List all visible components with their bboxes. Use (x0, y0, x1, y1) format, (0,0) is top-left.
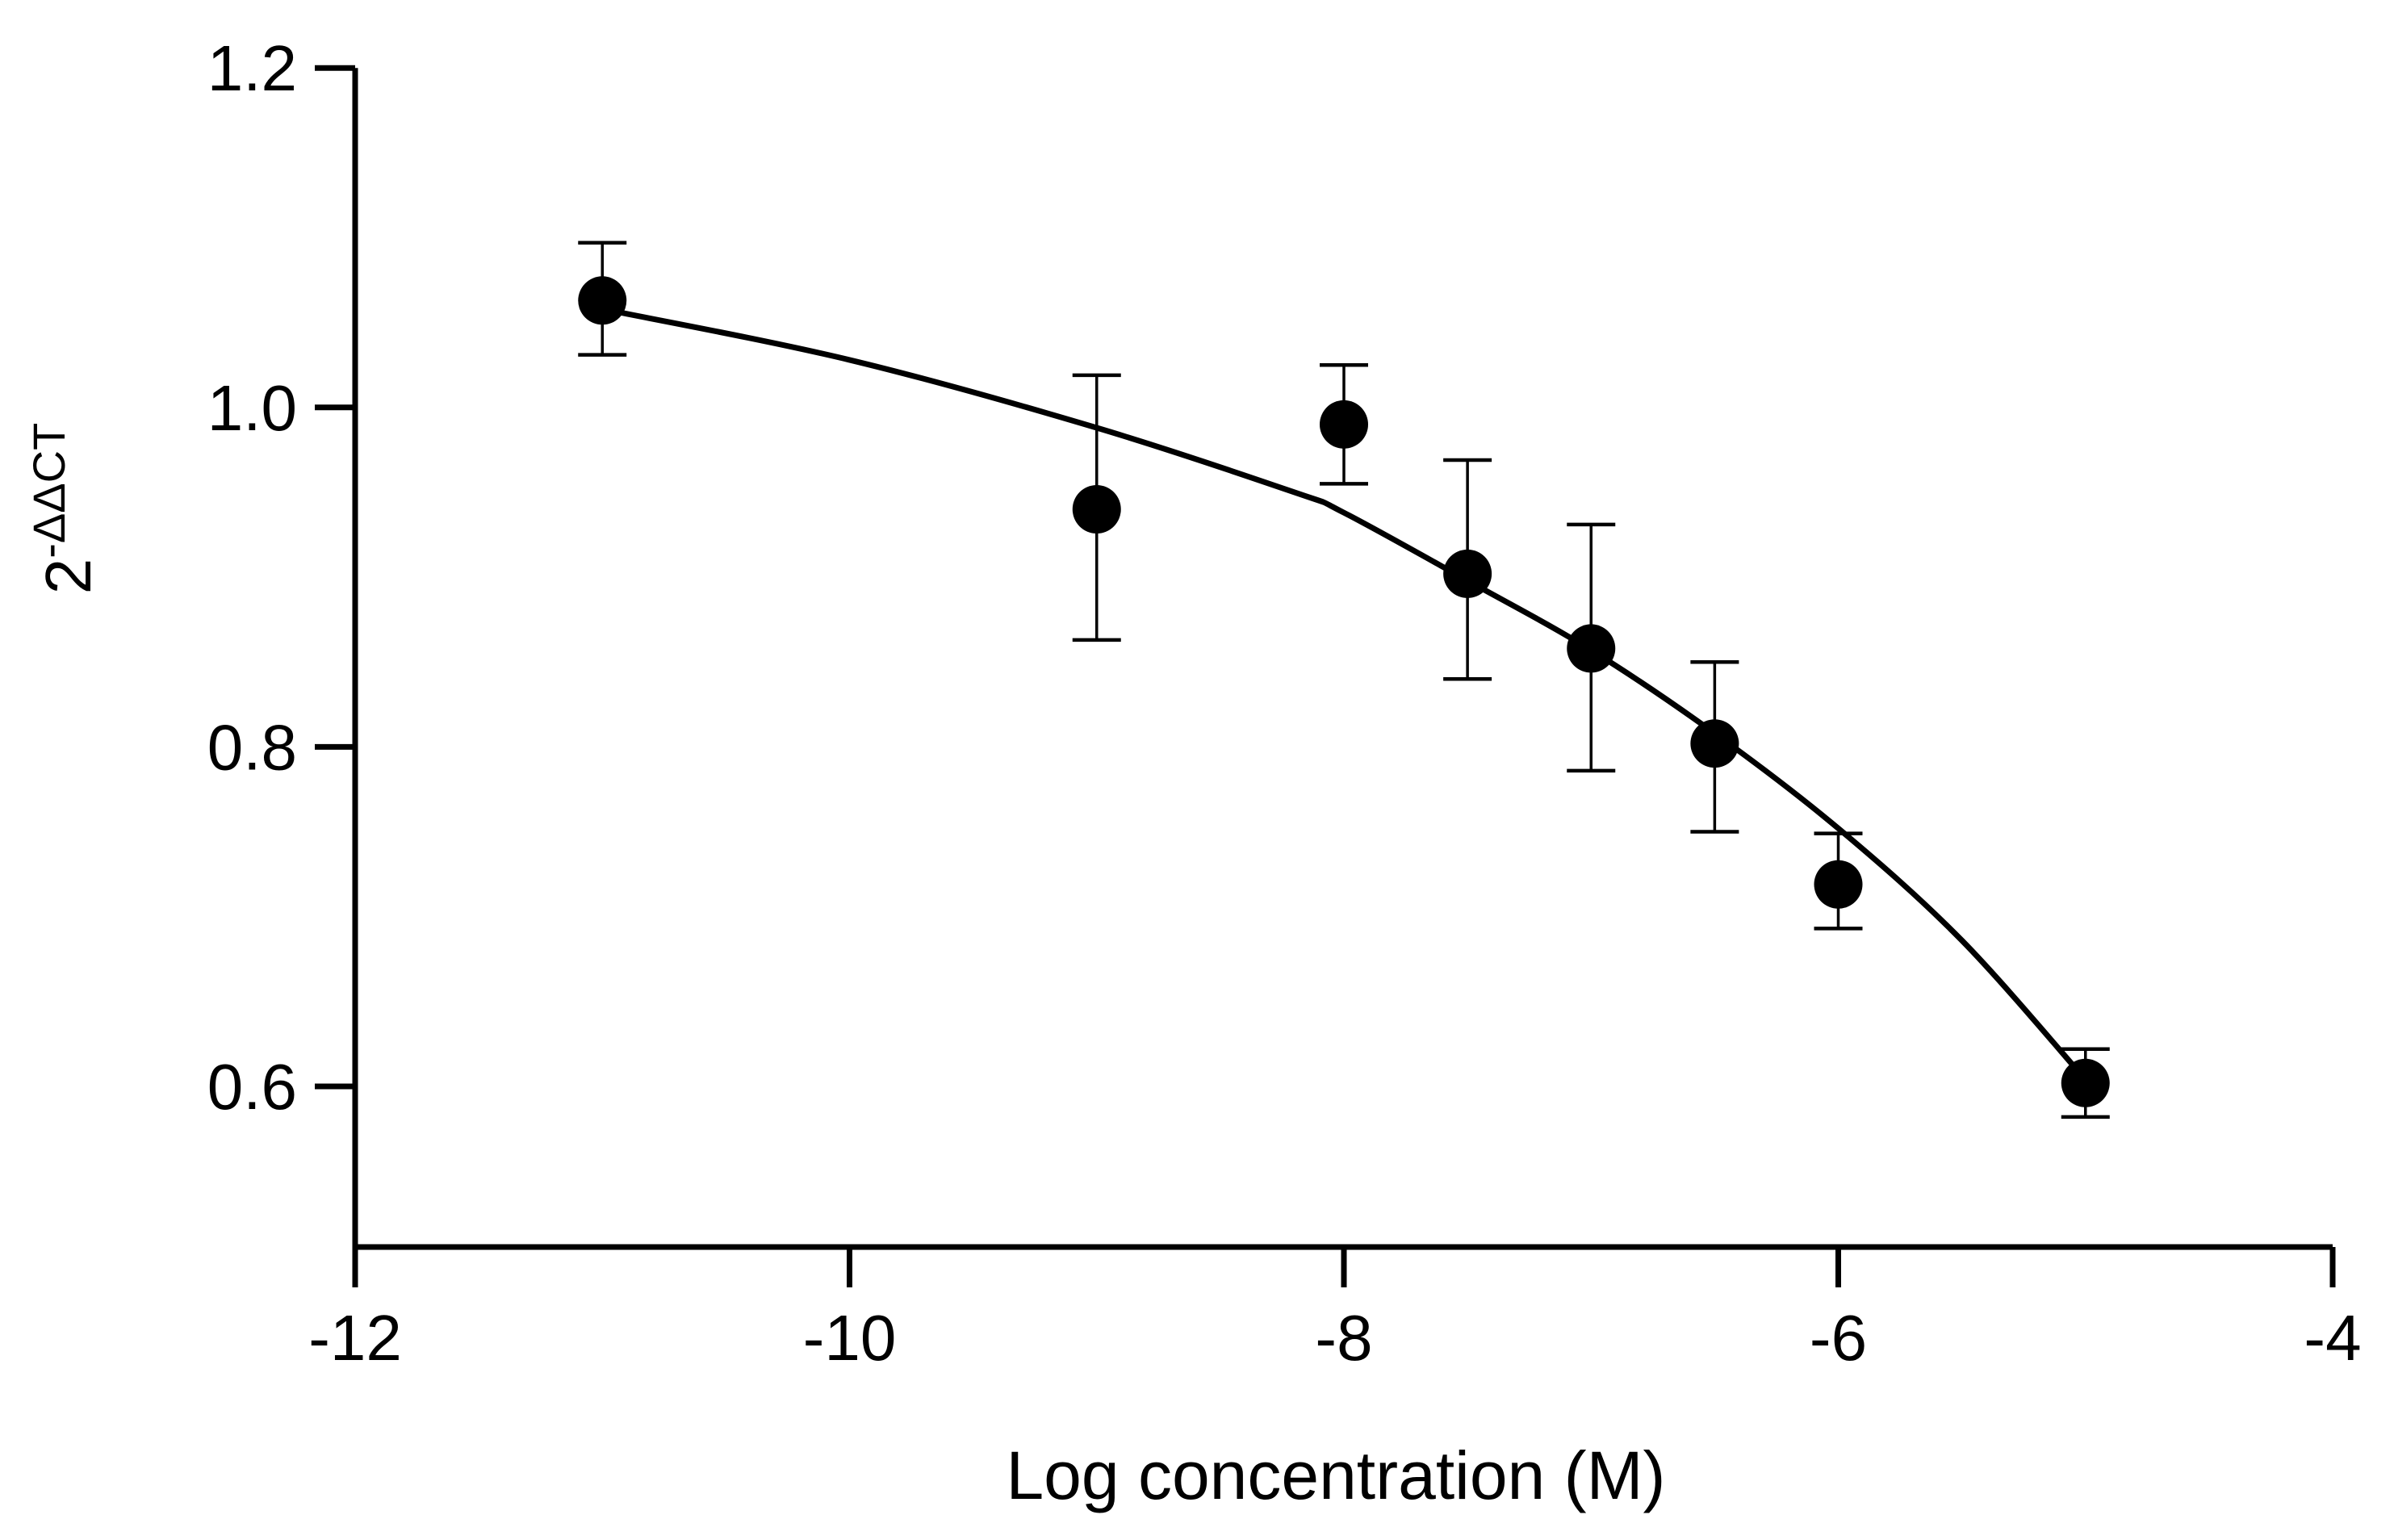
x-tick-label: -12 (308, 1302, 402, 1374)
y-axis-title: 2-ΔΔCT (23, 423, 104, 595)
data-point-group (578, 241, 627, 357)
x-axis-title: Log concentration (M) (1006, 1437, 1665, 1513)
y-tick-label: 0.6 (207, 1051, 297, 1123)
y-tick-label: 1.2 (207, 32, 297, 104)
data-point (1690, 719, 1739, 768)
data-point (578, 276, 627, 325)
data-point-group (1443, 458, 1492, 681)
data-point (1814, 860, 1863, 909)
data-point-group (1320, 362, 1368, 486)
data-point-group (1567, 522, 1616, 773)
y-tick-label: 1.0 (207, 372, 297, 444)
data-point (1567, 624, 1616, 673)
y-axis-title-superscript: -ΔΔCT (23, 423, 74, 559)
x-tick-label: -4 (2304, 1302, 2361, 1374)
x-tick-label: -10 (803, 1302, 897, 1374)
x-tick-label: -8 (1315, 1302, 1372, 1374)
data-point (1320, 400, 1368, 449)
axes (315, 65, 2336, 1287)
y-tick-label: 0.8 (207, 711, 297, 783)
data-point (2061, 1058, 2110, 1107)
x-tick-label: -6 (1810, 1302, 1867, 1374)
tick-labels-group: -12 -10 -8 -6 -4 0.6 0.8 1.0 1.2 (207, 32, 2362, 1374)
y-axis-title-base: 2 (32, 559, 104, 595)
data-point (1443, 549, 1492, 598)
data-point-group (1072, 373, 1121, 642)
data-point-group (1814, 831, 1863, 931)
data-points-group (578, 241, 2110, 1119)
data-point (1072, 484, 1121, 534)
data-point-group (1690, 660, 1739, 834)
data-point-group (2061, 1047, 2110, 1119)
